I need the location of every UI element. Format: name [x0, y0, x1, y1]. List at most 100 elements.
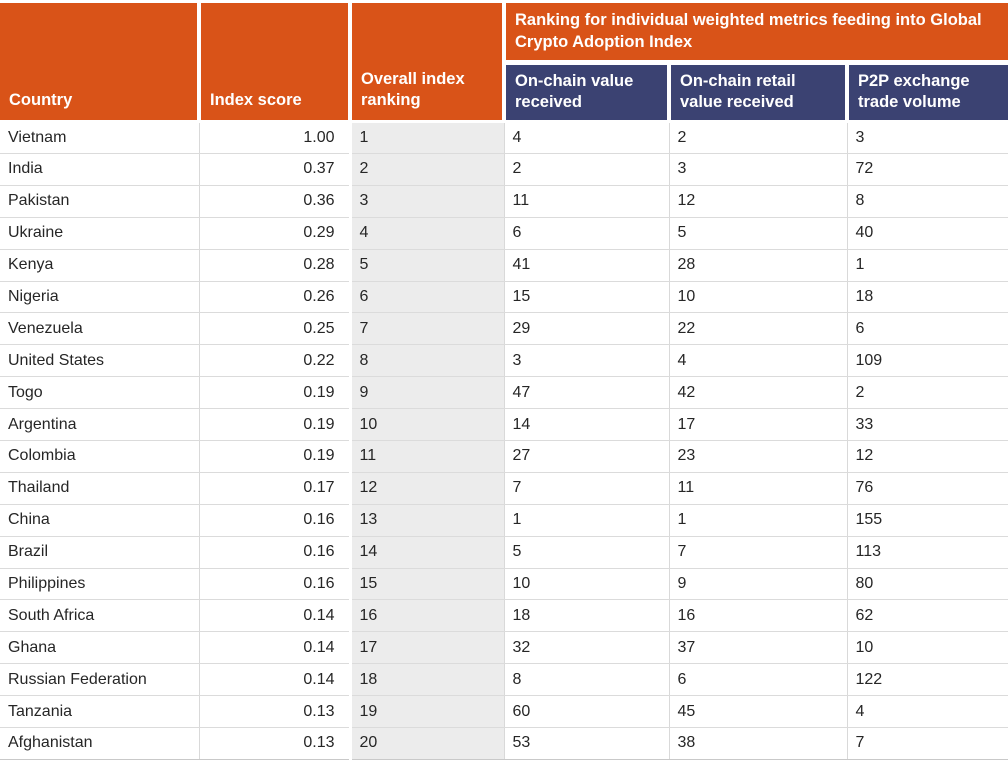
cell-country: Ukraine	[0, 217, 200, 250]
cell-index-score: 0.28	[199, 249, 351, 282]
cell-index-score: 0.19	[199, 440, 351, 473]
cell-onchain-value: 14	[504, 408, 670, 441]
cell-p2p-volume: 62	[847, 599, 1008, 633]
cell-overall-ranking: 5	[348, 249, 505, 282]
cell-onchain-retail: 22	[669, 312, 848, 346]
table-row: Colombia 0.19 11 27 23 12	[0, 440, 1008, 473]
column-header-onchain-value: On-chain value received	[504, 62, 671, 124]
cell-index-score: 0.16	[199, 536, 351, 569]
cell-overall-ranking: 19	[348, 695, 505, 728]
cell-onchain-value: 1	[504, 504, 670, 537]
table-row: Tanzania 0.13 19 60 45 4	[0, 695, 1008, 728]
cell-onchain-retail: 2	[669, 121, 848, 154]
cell-onchain-retail: 4	[669, 344, 848, 378]
table-row: Ukraine 0.29 4 6 5 40	[0, 217, 1008, 250]
cell-onchain-value: 18	[504, 599, 670, 633]
cell-overall-ranking: 13	[348, 504, 505, 537]
cell-overall-ranking: 18	[348, 663, 505, 697]
cell-index-score: 0.36	[199, 185, 351, 218]
cell-overall-ranking: 2	[348, 153, 505, 186]
cell-onchain-value: 3	[504, 344, 670, 378]
table-row: Afghanistan 0.13 20 53 38 7	[0, 727, 1008, 760]
table-row: Vietnam 1.00 1 4 2 3	[0, 121, 1008, 154]
cell-country: Afghanistan	[0, 727, 200, 760]
cell-onchain-retail: 3	[669, 153, 848, 186]
cell-overall-ranking: 15	[348, 568, 505, 601]
cell-p2p-volume: 40	[847, 217, 1008, 250]
cell-onchain-value: 47	[504, 376, 670, 410]
cell-country: Colombia	[0, 440, 200, 473]
cell-index-score: 0.22	[199, 344, 351, 378]
cell-overall-ranking: 10	[348, 408, 505, 441]
table-row: Togo 0.19 9 47 42 2	[0, 376, 1008, 410]
table-row: Thailand 0.17 12 7 11 76	[0, 472, 1008, 505]
cell-onchain-value: 8	[504, 663, 670, 697]
cell-onchain-value: 27	[504, 440, 670, 473]
cell-p2p-volume: 7	[847, 727, 1008, 760]
column-header-country: Country	[0, 3, 201, 124]
cell-overall-ranking: 3	[348, 185, 505, 218]
cell-index-score: 0.19	[199, 408, 351, 441]
cell-onchain-retail: 7	[669, 536, 848, 569]
cell-onchain-retail: 28	[669, 249, 848, 282]
cell-onchain-retail: 1	[669, 504, 848, 537]
cell-index-score: 1.00	[199, 121, 351, 154]
cell-onchain-value: 2	[504, 153, 670, 186]
cell-p2p-volume: 76	[847, 472, 1008, 505]
cell-onchain-value: 29	[504, 312, 670, 346]
cell-country: United States	[0, 344, 200, 378]
cell-onchain-retail: 5	[669, 217, 848, 250]
cell-country: Tanzania	[0, 695, 200, 728]
table-row: China 0.16 13 1 1 155	[0, 504, 1008, 537]
table-row: Nigeria 0.26 6 15 10 18	[0, 281, 1008, 314]
table-row: Kenya 0.28 5 41 28 1	[0, 249, 1008, 282]
metrics-banner: Ranking for individual weighted metrics …	[504, 3, 1008, 65]
crypto-adoption-table: Country Index score Overall index rankin…	[0, 3, 1008, 760]
cell-onchain-value: 5	[504, 536, 670, 569]
cell-country: Pakistan	[0, 185, 200, 218]
cell-onchain-value: 4	[504, 121, 670, 154]
cell-onchain-retail: 17	[669, 408, 848, 441]
cell-onchain-value: 15	[504, 281, 670, 314]
cell-p2p-volume: 3	[847, 121, 1008, 154]
cell-onchain-retail: 45	[669, 695, 848, 728]
cell-country: Venezuela	[0, 312, 200, 346]
cell-country: Russian Federation	[0, 663, 200, 697]
cell-country: China	[0, 504, 200, 537]
cell-p2p-volume: 113	[847, 536, 1008, 569]
cell-overall-ranking: 17	[348, 631, 505, 665]
cell-p2p-volume: 1	[847, 249, 1008, 282]
cell-overall-ranking: 8	[348, 344, 505, 378]
cell-index-score: 0.14	[199, 663, 351, 697]
cell-overall-ranking: 14	[348, 536, 505, 569]
cell-country: Thailand	[0, 472, 200, 505]
header-subhead-row: On-chain value received On-chain retail …	[0, 62, 1008, 124]
cell-p2p-volume: 122	[847, 663, 1008, 697]
cell-onchain-value: 41	[504, 249, 670, 282]
cell-onchain-value: 6	[504, 217, 670, 250]
table-row: United States 0.22 8 3 4 109	[0, 344, 1008, 378]
column-header-onchain-retail: On-chain retail value received	[669, 62, 849, 124]
cell-overall-ranking: 9	[348, 376, 505, 410]
cell-p2p-volume: 72	[847, 153, 1008, 186]
cell-overall-ranking: 1	[348, 121, 505, 154]
table-row: India 0.37 2 2 3 72	[0, 153, 1008, 186]
cell-country: Vietnam	[0, 121, 200, 154]
cell-onchain-retail: 38	[669, 727, 848, 760]
cell-country: Argentina	[0, 408, 200, 441]
table-body: Vietnam 1.00 1 4 2 3 India 0.37 2 2 3 72 Pakistan 0.3…	[0, 121, 1008, 760]
cell-country: Kenya	[0, 249, 200, 282]
cell-onchain-retail: 11	[669, 472, 848, 505]
cell-onchain-retail: 12	[669, 185, 848, 218]
column-header-index-score: Index score	[199, 3, 352, 124]
cell-index-score: 0.16	[199, 504, 351, 537]
table-row: Ghana 0.14 17 32 37 10	[0, 631, 1008, 665]
cell-country: Nigeria	[0, 281, 200, 314]
cell-country: India	[0, 153, 200, 186]
table-row: Pakistan 0.36 3 11 12 8	[0, 185, 1008, 218]
cell-country: South Africa	[0, 599, 200, 633]
cell-index-score: 0.13	[199, 695, 351, 728]
cell-onchain-retail: 23	[669, 440, 848, 473]
cell-index-score: 0.16	[199, 568, 351, 601]
